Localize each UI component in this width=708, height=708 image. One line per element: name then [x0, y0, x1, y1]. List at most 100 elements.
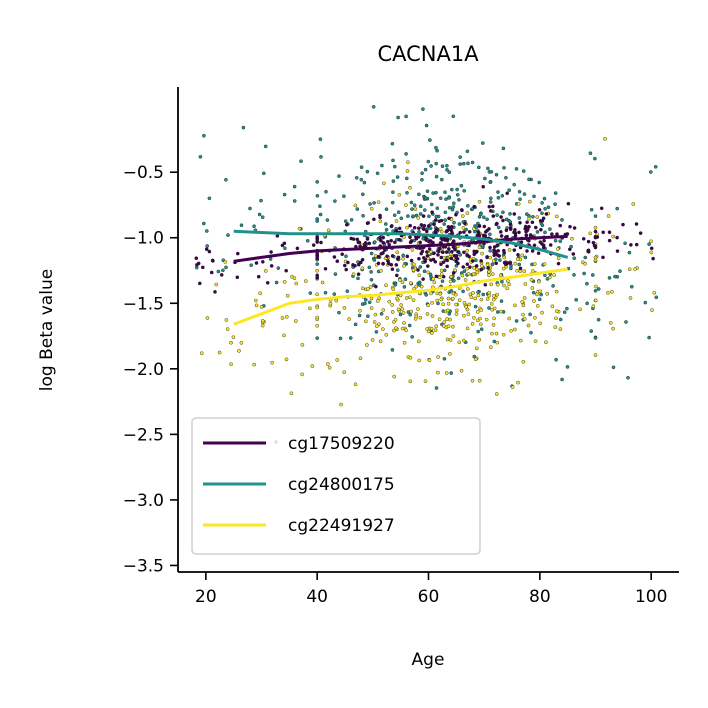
scatter-point [503, 262, 508, 267]
scatter-point [453, 292, 458, 297]
scatter-point [538, 289, 543, 294]
scatter-point [535, 215, 540, 219]
scatter-point [335, 358, 340, 362]
scatter-point [553, 238, 558, 243]
scatter-point [348, 336, 353, 340]
scatter-point [461, 265, 466, 269]
scatter-point [594, 284, 598, 289]
scatter-point [414, 314, 419, 319]
scatter-point [402, 340, 407, 345]
scatter-point [495, 292, 499, 297]
scatter-point [454, 302, 458, 307]
scatter-point [479, 259, 483, 263]
scatter-point [465, 211, 470, 215]
scatter-point [356, 262, 361, 267]
scatter-point [360, 266, 365, 271]
scatter-point [199, 351, 204, 356]
scatter-point [337, 174, 341, 178]
scatter-point [495, 340, 500, 345]
scatter-point [474, 346, 479, 351]
scatter-point [433, 229, 438, 233]
scatter-point [384, 227, 389, 232]
scatter-point [558, 317, 563, 322]
scatter-point [578, 307, 582, 312]
scatter-point [416, 339, 421, 344]
scatter-point [496, 190, 500, 194]
scatter-point [445, 163, 449, 168]
scatter-point [327, 365, 332, 370]
scatter-point [504, 175, 508, 180]
scatter-point [462, 313, 466, 318]
scatter-point [634, 242, 639, 247]
scatter-point [520, 300, 525, 304]
scatter-point [613, 274, 617, 279]
scatter-point [448, 338, 453, 342]
scatter-point [342, 305, 347, 310]
scatter-point [437, 317, 442, 322]
scatter-point [344, 267, 349, 272]
scatter-point [543, 230, 547, 235]
scatter-point [512, 182, 517, 187]
scatter-point [524, 229, 528, 234]
scatter-point [500, 193, 505, 198]
scatter-point [370, 338, 375, 342]
scatter-point [280, 316, 285, 320]
scatter-point [436, 370, 440, 375]
y-tick-label: −0.5 [123, 163, 164, 183]
scatter-point [424, 293, 429, 297]
scatter-point [426, 159, 431, 164]
scatter-point [522, 296, 527, 300]
scatter-point [396, 255, 401, 260]
scatter-point [434, 174, 439, 179]
scatter-point [470, 160, 475, 165]
scatter-point [405, 225, 409, 230]
scatter-point [342, 194, 346, 198]
scatter-point [333, 199, 337, 203]
scatter-point [491, 294, 496, 298]
scatter-point [585, 301, 589, 306]
scatter-point [518, 266, 523, 271]
scatter-point [462, 300, 467, 305]
scatter-point [355, 207, 360, 211]
scatter-point [465, 149, 470, 154]
scatter-point [541, 216, 546, 221]
scatter-point [365, 343, 369, 347]
scatter-point [315, 292, 320, 297]
scatter-point [323, 266, 328, 271]
scatter-point [446, 301, 451, 306]
scatter-point [448, 317, 452, 322]
chart-title: CACNA1A [377, 42, 479, 66]
scatter-point [342, 370, 347, 375]
scatter-point [473, 296, 478, 301]
scatter-point [438, 196, 443, 200]
scatter-point [516, 252, 520, 257]
scatter-point [494, 261, 499, 266]
scatter-point [440, 164, 445, 168]
scatter-point [530, 220, 535, 225]
scatter-point [528, 233, 533, 237]
scatter-point [450, 249, 454, 254]
scatter-point [447, 216, 451, 221]
scatter-point [470, 207, 475, 211]
scatter-point [504, 217, 509, 222]
scatter-point [315, 268, 320, 273]
scatter-point [465, 307, 470, 312]
scatter-point [502, 255, 507, 260]
legend-label: cg22491927 [288, 516, 395, 536]
scatter-point [445, 264, 450, 269]
scatter-point [466, 161, 470, 166]
scatter-point [451, 296, 455, 301]
scatter-point [545, 291, 550, 296]
scatter-point [411, 268, 416, 272]
scatter-point [405, 169, 410, 173]
scatter-point [494, 331, 499, 336]
scatter-point [554, 289, 559, 294]
scatter-point [391, 190, 395, 194]
scatter-point [269, 264, 274, 268]
scatter-point [326, 228, 331, 233]
scatter-point [588, 151, 593, 155]
scatter-point [282, 241, 287, 246]
scatter-point [565, 365, 570, 369]
scatter-point [530, 286, 535, 290]
scatter-point [328, 301, 333, 306]
